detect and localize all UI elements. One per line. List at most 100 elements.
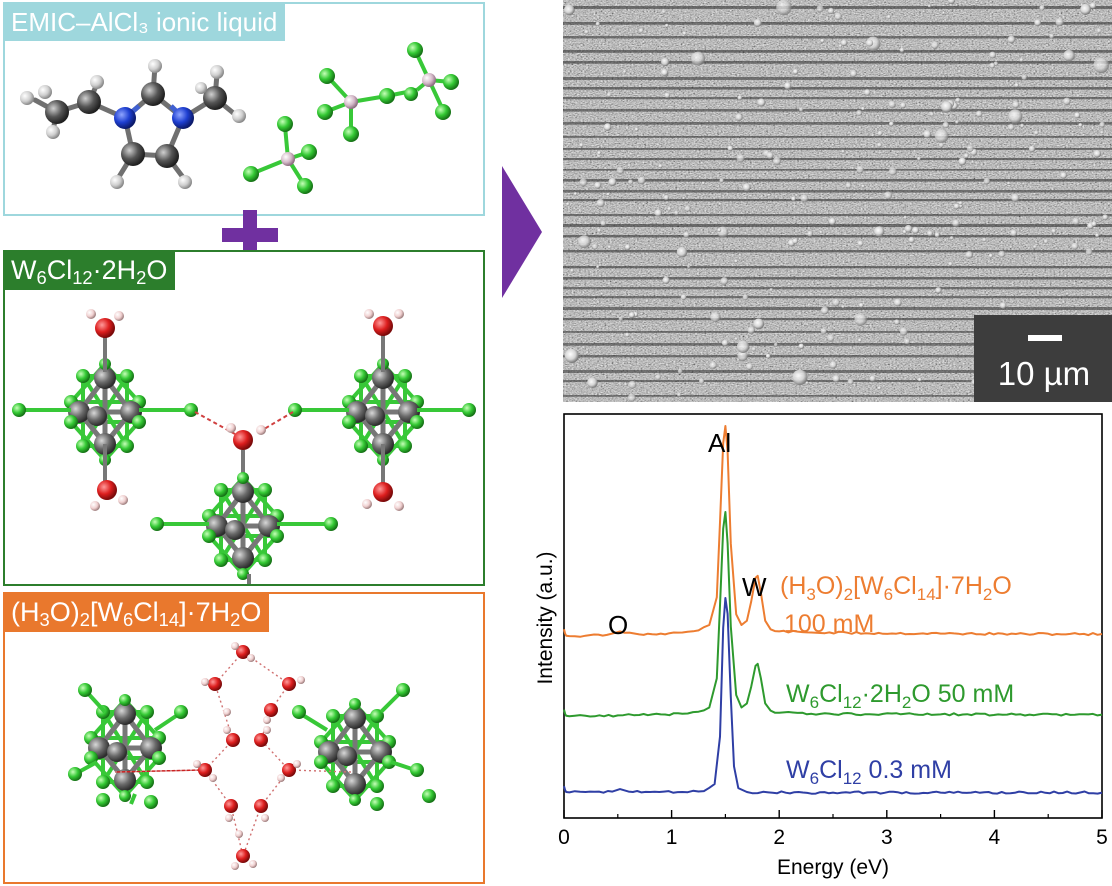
sem-particle <box>934 129 949 143</box>
sem-particle <box>1051 228 1057 234</box>
sem-particle <box>661 9 666 14</box>
sem-particle <box>917 156 921 161</box>
sem-particle <box>667 206 672 211</box>
sem-particle <box>955 97 961 103</box>
sem-particle <box>884 191 893 200</box>
sem-particle <box>742 183 751 192</box>
hydronium-salt-panel: (H3O)2[W6Cl14]·7H2O <box>3 592 485 884</box>
sem-particle <box>864 89 871 96</box>
sem-particle <box>584 29 589 35</box>
sem-particle <box>832 298 840 307</box>
sem-particle <box>856 165 864 174</box>
sem-particle <box>1093 150 1102 158</box>
sem-particle <box>1039 5 1045 11</box>
plus-icon <box>222 210 278 262</box>
sem-particle <box>955 120 959 124</box>
sem-particle <box>1028 145 1036 153</box>
sem-particle <box>766 152 774 159</box>
sem-particle <box>603 123 612 131</box>
sem-striation <box>563 169 1112 171</box>
sem-particle <box>850 70 857 78</box>
sem-striation <box>563 224 1112 228</box>
sem-striation <box>563 214 1112 217</box>
sem-particle <box>737 95 743 101</box>
sem-particle <box>838 44 842 48</box>
sem-particle <box>1019 58 1024 62</box>
sem-particle <box>1007 124 1015 131</box>
sem-particle <box>674 210 679 216</box>
sem-particle <box>665 23 669 28</box>
scale-bar <box>1028 335 1062 341</box>
sem-particle <box>597 151 602 155</box>
sem-particle <box>888 167 897 176</box>
sem-particle <box>820 38 825 43</box>
sem-particle <box>899 47 905 53</box>
sem-particle <box>856 110 863 116</box>
scale-bar-label: 10 µm <box>997 355 1091 392</box>
cluster-hydrate-panel: W6Cl12·2H2O <box>3 250 485 586</box>
sem-particle <box>753 19 762 27</box>
sem-particle <box>1099 121 1105 128</box>
sem-particle <box>982 237 987 242</box>
sem-particle <box>966 145 974 152</box>
sem-particle <box>637 176 646 185</box>
sem-striation <box>563 136 1112 138</box>
sem-particle <box>1078 123 1083 128</box>
x-tick-label-4: 4 <box>989 826 1001 849</box>
legend-cluster-hydrate: W6Cl12·2H2O 50 mM <box>786 680 1014 712</box>
sem-striation <box>563 395 1112 397</box>
sem-particle <box>736 154 745 163</box>
sem-particle <box>597 228 602 233</box>
sem-particle <box>912 226 920 234</box>
x-tick-label-2: 2 <box>773 826 785 849</box>
sem-particle <box>929 112 934 117</box>
sem-particle <box>886 14 891 19</box>
sem-particle <box>1034 130 1039 135</box>
sem-striation <box>563 235 1112 238</box>
sem-particle <box>952 219 960 227</box>
sem-striation <box>563 199 1112 202</box>
sem-striation <box>563 190 1112 193</box>
x-tick-label-1: 1 <box>666 826 678 849</box>
sem-image: 10 µm <box>563 0 1112 402</box>
sem-particle <box>1074 112 1081 119</box>
sem-particle <box>1012 101 1020 109</box>
x-tick-label-0: 0 <box>558 826 570 849</box>
sem-particle <box>918 377 922 382</box>
sem-particle <box>734 259 738 263</box>
sem-particle <box>628 179 634 185</box>
sem-striation <box>563 355 1112 358</box>
sem-striation <box>563 331 1112 333</box>
sem-particle <box>934 232 940 238</box>
sem-striation <box>563 61 1112 64</box>
sem-particle <box>606 192 610 196</box>
sem-particle <box>989 51 996 59</box>
sem-particle <box>664 92 670 99</box>
sem-particle <box>566 202 570 206</box>
peak-label-al: Al <box>708 428 731 458</box>
sem-particle <box>1091 221 1097 227</box>
eds-spectrum-chart: 0 1 2 3 4 5 Al W O (H3O)2[W6Cl14]·7H2O 100 mM… <box>534 413 1108 879</box>
sem-particle <box>727 145 734 152</box>
sem-striation <box>563 307 1112 311</box>
sem-particle <box>1071 242 1079 250</box>
sem-particle <box>828 217 836 226</box>
sem-particle <box>792 369 808 386</box>
sem-particle <box>658 164 663 169</box>
sem-particle <box>717 228 722 232</box>
sem-striation <box>563 266 1112 269</box>
sem-particle <box>947 0 956 4</box>
sem-particle <box>832 375 840 383</box>
sem-particle <box>827 7 835 15</box>
sem-particle <box>1007 181 1011 185</box>
peak-label-o: O <box>608 610 628 640</box>
sem-striation <box>563 318 1112 321</box>
sem-striation <box>563 97 1112 100</box>
sem-particle <box>570 268 574 273</box>
sem-particle <box>734 337 738 341</box>
sem-particle <box>958 157 967 166</box>
sem-particle <box>661 68 669 76</box>
sem-particle <box>634 127 639 132</box>
sem-particle <box>627 393 636 402</box>
sem-particle <box>735 113 743 122</box>
